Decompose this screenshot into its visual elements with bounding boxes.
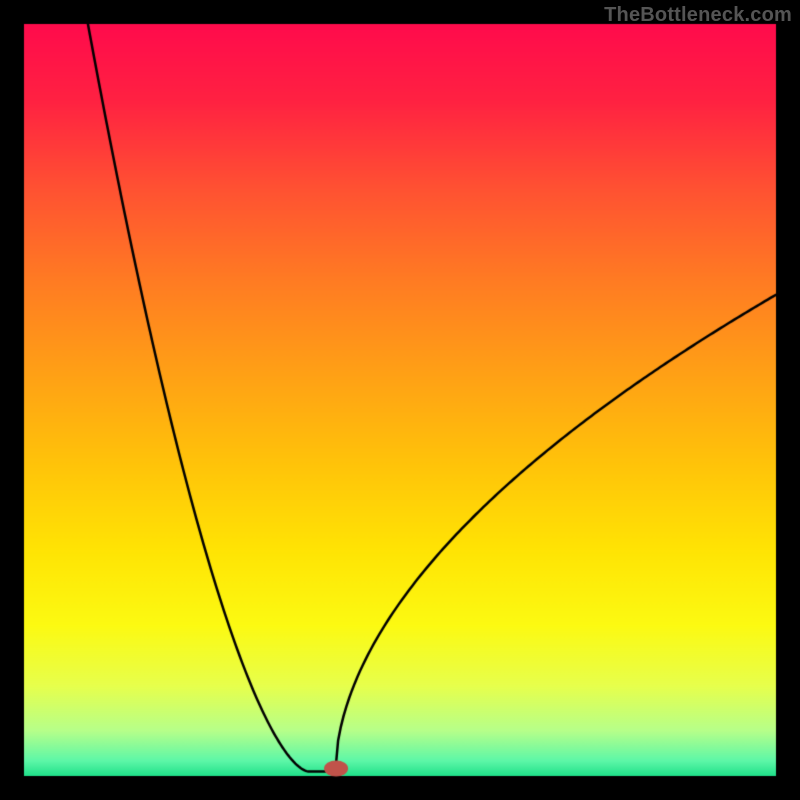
chart-container: TheBottleneck.com: [0, 0, 800, 800]
bottleneck-v-chart: [0, 0, 800, 800]
watermark-text: TheBottleneck.com: [604, 4, 792, 27]
